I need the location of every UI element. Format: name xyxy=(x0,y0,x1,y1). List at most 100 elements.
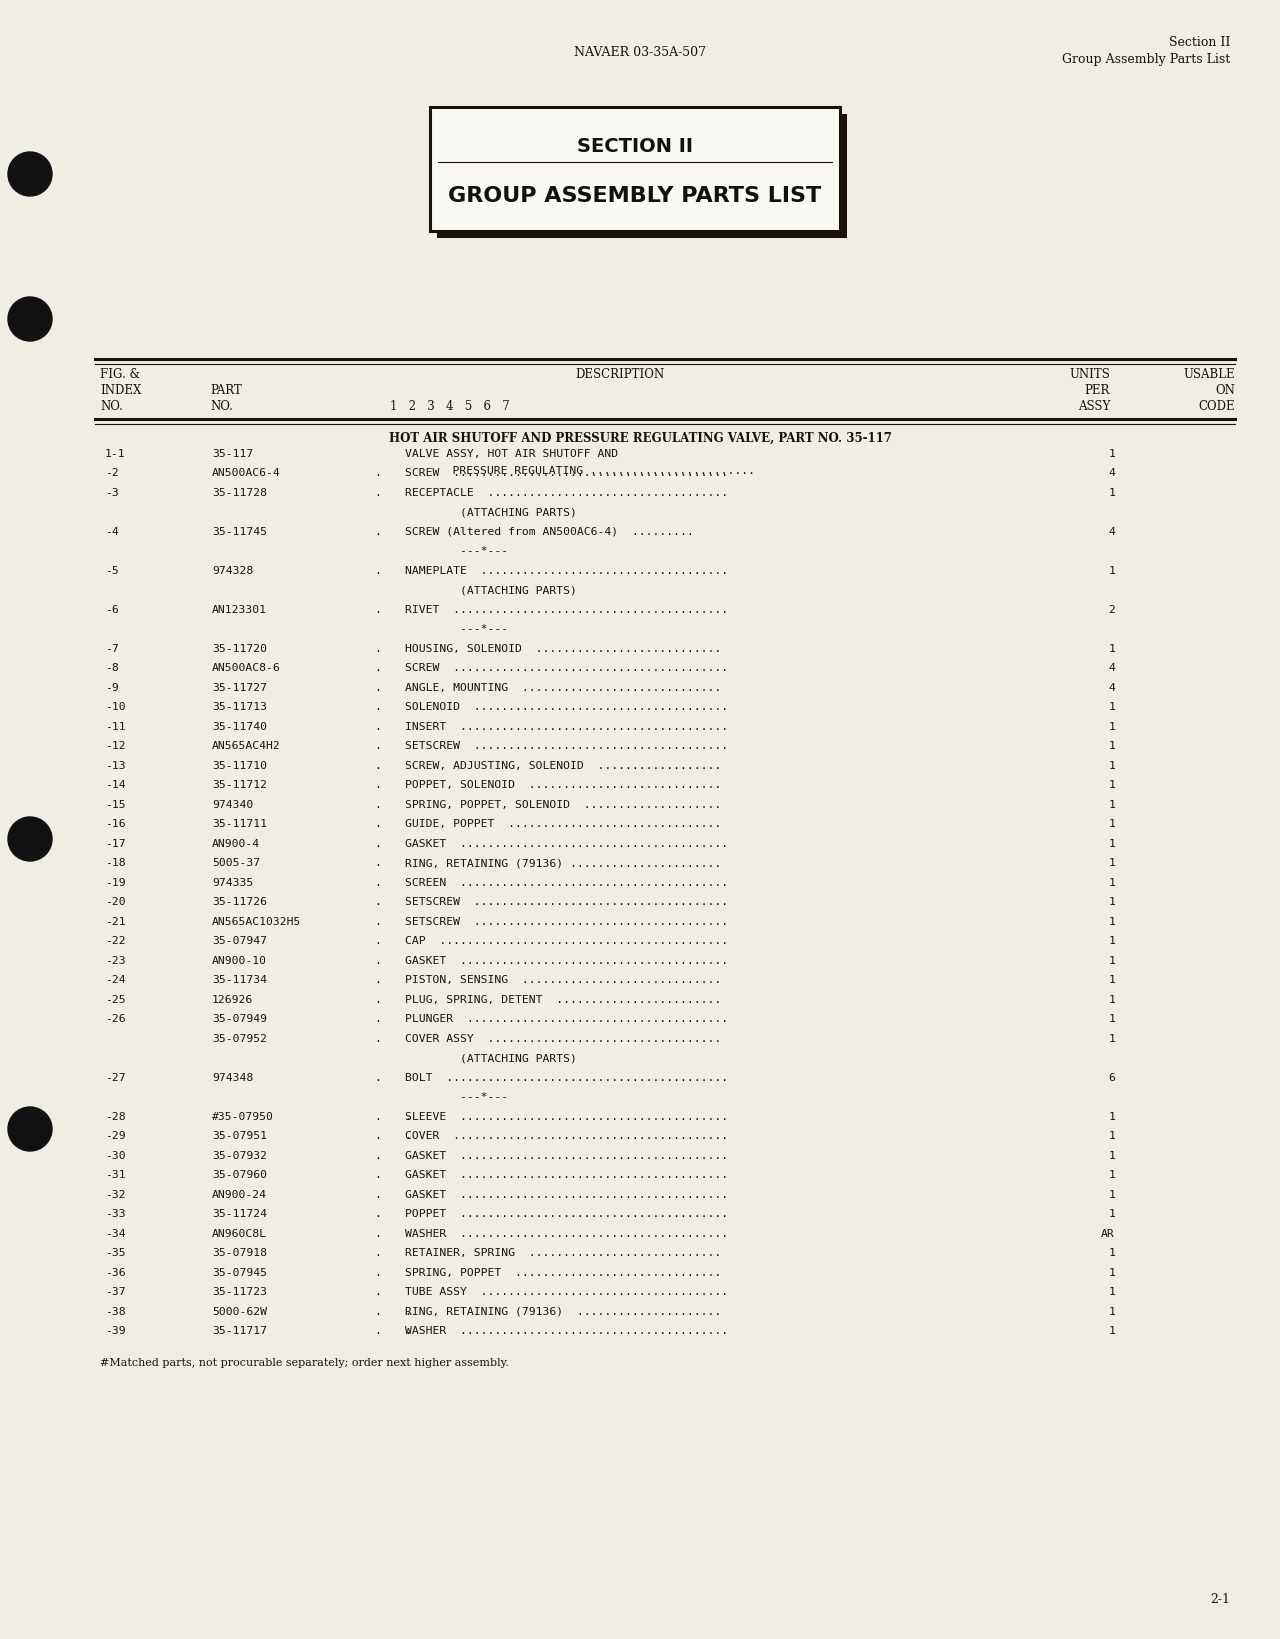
Text: .: . xyxy=(375,701,381,711)
Text: -37: -37 xyxy=(105,1287,125,1296)
Text: (ATTACHING PARTS): (ATTACHING PARTS) xyxy=(404,506,577,518)
Text: -10: -10 xyxy=(105,701,125,711)
Text: 1: 1 xyxy=(1108,760,1115,770)
Text: -3: -3 xyxy=(105,488,119,498)
Text: 35-11710: 35-11710 xyxy=(212,760,268,770)
Text: 35-117: 35-117 xyxy=(212,449,253,459)
Text: 35-11723: 35-11723 xyxy=(212,1287,268,1296)
Text: 35-07945: 35-07945 xyxy=(212,1267,268,1277)
Text: 2: 2 xyxy=(1108,605,1115,615)
Text: POPPET  .......................................: POPPET .................................… xyxy=(404,1210,728,1219)
Text: AN500AC8-6: AN500AC8-6 xyxy=(212,664,280,674)
Text: 1: 1 xyxy=(1108,565,1115,575)
Text: 1: 1 xyxy=(1108,916,1115,926)
Text: 1: 1 xyxy=(1108,721,1115,731)
Text: 35-11726: 35-11726 xyxy=(212,897,268,906)
Text: .: . xyxy=(375,469,381,479)
Text: NAVAER 03-35A-507: NAVAER 03-35A-507 xyxy=(573,46,707,59)
Text: .: . xyxy=(404,1326,411,1336)
Text: -11: -11 xyxy=(105,721,125,731)
Text: NO.: NO. xyxy=(210,400,233,413)
Text: 1: 1 xyxy=(1108,995,1115,1005)
Text: GASKET  .......................................: GASKET .................................… xyxy=(404,1170,728,1180)
Text: SCREW  ........................................: SCREW ..................................… xyxy=(404,664,728,674)
Text: .: . xyxy=(375,820,381,829)
Text: .: . xyxy=(404,1111,411,1121)
Text: -4: -4 xyxy=(105,526,119,536)
Text: .: . xyxy=(375,1170,381,1180)
Text: GUIDE, POPPET  ...............................: GUIDE, POPPET ..........................… xyxy=(404,820,721,829)
Text: SCREW (Altered from AN500AC6-4)  .........: SCREW (Altered from AN500AC6-4) ........… xyxy=(404,526,694,536)
Text: 974328: 974328 xyxy=(212,565,253,575)
Text: WASHER  .......................................: WASHER .................................… xyxy=(404,1228,728,1237)
Text: -22: -22 xyxy=(105,936,125,946)
Text: SETSCREW  .....................................: SETSCREW ...............................… xyxy=(404,897,728,906)
Bar xyxy=(430,108,840,231)
Text: AN960C8L: AN960C8L xyxy=(212,1228,268,1237)
Text: SCREW, ADJUSTING, SOLENOID  ..................: SCREW, ADJUSTING, SOLENOID .............… xyxy=(404,760,721,770)
Text: AR: AR xyxy=(1101,1228,1115,1237)
Text: 35-11720: 35-11720 xyxy=(212,644,268,654)
Text: NO.: NO. xyxy=(100,400,123,413)
Text: 1: 1 xyxy=(1108,1111,1115,1121)
Text: PISTON, SENSING  .............................: PISTON, SENSING ........................… xyxy=(404,975,721,985)
Text: RECEPTACLE  ...................................: RECEPTACLE .............................… xyxy=(404,488,728,498)
Text: 35-07932: 35-07932 xyxy=(212,1151,268,1160)
Text: .: . xyxy=(375,897,381,906)
Text: GROUP ASSEMBLY PARTS LIST: GROUP ASSEMBLY PARTS LIST xyxy=(448,185,822,207)
Text: 1: 1 xyxy=(1108,857,1115,869)
Text: 1: 1 xyxy=(1108,956,1115,965)
Text: PART: PART xyxy=(210,384,242,397)
Text: .: . xyxy=(375,936,381,946)
Text: SOLENOID  .....................................: SOLENOID ...............................… xyxy=(404,701,728,711)
Text: 35-07949: 35-07949 xyxy=(212,1015,268,1024)
Text: -9: -9 xyxy=(105,682,119,693)
Text: WASHER  .......................................: WASHER .................................… xyxy=(404,1326,728,1336)
Text: 35-07918: 35-07918 xyxy=(212,1247,268,1257)
Text: .: . xyxy=(375,839,381,849)
Text: 4: 4 xyxy=(1108,664,1115,674)
Text: 4: 4 xyxy=(1108,526,1115,536)
Text: 35-07951: 35-07951 xyxy=(212,1131,268,1141)
Text: .: . xyxy=(375,488,381,498)
Text: 1: 1 xyxy=(1108,820,1115,829)
Text: .: . xyxy=(375,916,381,926)
Text: -12: -12 xyxy=(105,741,125,751)
Text: SCREEN  .......................................: SCREEN .................................… xyxy=(404,877,728,887)
Text: .: . xyxy=(375,1210,381,1219)
Text: 1: 1 xyxy=(1108,1267,1115,1277)
Text: CODE: CODE xyxy=(1198,400,1235,413)
Text: .: . xyxy=(375,1190,381,1200)
Text: .: . xyxy=(375,565,381,575)
Text: .: . xyxy=(375,1111,381,1121)
Text: AN565AC1032H5: AN565AC1032H5 xyxy=(212,916,301,926)
Text: ASSY: ASSY xyxy=(1078,400,1110,413)
Text: -13: -13 xyxy=(105,760,125,770)
Text: COVER  ........................................: COVER ..................................… xyxy=(404,1131,728,1141)
Text: .: . xyxy=(375,664,381,674)
Text: 35-11711: 35-11711 xyxy=(212,820,268,829)
Text: AN900-10: AN900-10 xyxy=(212,956,268,965)
Text: 974340: 974340 xyxy=(212,800,253,810)
Text: AN900-24: AN900-24 xyxy=(212,1190,268,1200)
Text: 974335: 974335 xyxy=(212,877,253,887)
Text: (ATTACHING PARTS): (ATTACHING PARTS) xyxy=(404,1052,577,1062)
Text: CAP  ..........................................: CAP ....................................… xyxy=(404,936,728,946)
Text: -39: -39 xyxy=(105,1326,125,1336)
Text: -21: -21 xyxy=(105,916,125,926)
Text: -19: -19 xyxy=(105,877,125,887)
Text: INDEX: INDEX xyxy=(100,384,141,397)
Circle shape xyxy=(8,818,52,862)
Text: 1: 1 xyxy=(1108,1151,1115,1160)
Bar xyxy=(436,115,847,239)
Text: .: . xyxy=(375,1151,381,1160)
Text: -17: -17 xyxy=(105,839,125,849)
Text: 35-11712: 35-11712 xyxy=(212,780,268,790)
Text: -33: -33 xyxy=(105,1210,125,1219)
Text: 1-1: 1-1 xyxy=(105,449,125,459)
Text: 1: 1 xyxy=(1108,877,1115,887)
Text: .: . xyxy=(375,800,381,810)
Text: ---*---: ---*--- xyxy=(404,546,508,556)
Text: .: . xyxy=(375,1247,381,1257)
Text: .: . xyxy=(375,1306,381,1316)
